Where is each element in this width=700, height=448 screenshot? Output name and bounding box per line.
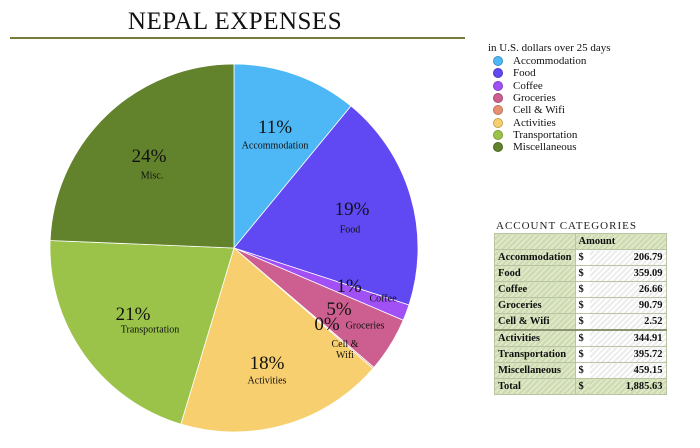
legend-label: Miscellaneous (513, 141, 577, 154)
slice-name-label: Activities (247, 375, 287, 387)
legend-label: Coffee (513, 79, 543, 92)
legend-item: Food (488, 67, 611, 79)
slice-name-label: Cell & Wifi (331, 339, 359, 361)
slice-name-label: Groceries (345, 320, 385, 332)
table-row: Activities $344.91 (494, 329, 667, 347)
title-divider (10, 37, 465, 39)
legend-swatch (493, 68, 503, 79)
table-row: Miscellaneous $459.15 (494, 362, 667, 379)
currency-sign: $ (574, 281, 590, 298)
currency-sign: $ (574, 362, 590, 379)
legend-subtitle: in U.S. dollars over 25 days (488, 42, 611, 54)
row-value: 2.52 (589, 313, 667, 331)
legend-item: Groceries (488, 92, 611, 104)
slice-percent-label: 1% (336, 276, 362, 297)
header-amount: Amount (574, 233, 667, 250)
pie-slice-5 (180, 247, 374, 433)
legend-label: Transportation (513, 128, 578, 141)
legend-item: Activities (488, 116, 611, 129)
currency-sign: $ (574, 313, 590, 331)
pie-slice-1 (233, 105, 419, 306)
slice-percent-label: 0% (314, 314, 340, 335)
currency-sign: $ (574, 297, 590, 314)
pie-slice-0 (233, 63, 352, 250)
slice-percent-label: 19% (334, 199, 370, 220)
row-label: Activities (494, 329, 576, 347)
pie-slice-7 (49, 63, 235, 249)
currency-sign: $ (574, 329, 590, 347)
legend-swatch (493, 93, 503, 104)
row-value: 90.79 (589, 297, 667, 314)
slice-percent-label: 18% (249, 353, 285, 374)
legend-label: Food (513, 67, 536, 80)
slice-name-label: Transportation (120, 324, 180, 336)
legend-label: Cell & Wifi (513, 104, 565, 117)
currency-sign: $ (574, 378, 590, 395)
row-label: Groceries (494, 297, 576, 314)
slice-percent-label: 24% (131, 146, 167, 167)
pie-slice-6 (49, 240, 235, 425)
table-row: Transportation $395.72 (494, 346, 667, 363)
currency-sign: $ (574, 265, 590, 282)
currency-sign: $ (574, 249, 590, 266)
legend-swatch (493, 56, 503, 67)
row-value: 26.66 (589, 281, 667, 298)
row-value: 459.15 (589, 362, 667, 379)
row-value: 344.91 (589, 329, 667, 347)
header-blank (494, 233, 576, 250)
legend-item: Accommodation (488, 55, 611, 67)
total-value: 1,885.63 (589, 378, 667, 395)
total-row: Total $1,885.63 (494, 378, 667, 395)
row-label: Food (494, 265, 576, 282)
table-row: Groceries $90.79 (494, 297, 667, 314)
legend-swatch (493, 142, 503, 153)
chart-title: NEPAL EXPENSES (127, 8, 343, 35)
row-label: Coffee (494, 281, 576, 298)
slice-name-label: Misc. (140, 170, 164, 182)
legend-item: Coffee (488, 80, 611, 92)
legend-item: Transportation (488, 129, 611, 141)
slice-name-label: Food (339, 224, 361, 236)
legend-swatch (493, 80, 503, 91)
legend-swatch (493, 117, 503, 128)
legend-label: Accommodation (513, 55, 587, 68)
total-label: Total (494, 378, 576, 395)
legend-label: Activities (513, 116, 556, 129)
legend-item: Miscellaneous (488, 141, 611, 153)
row-label: Accommodation (494, 249, 576, 266)
slice-percent-label: 21% (115, 304, 151, 325)
account-table: Amount Accommodation $206.79 Food $359.09 Co… (494, 233, 667, 395)
legend: in U.S. dollars over 25 days Accommodati… (488, 42, 611, 153)
legend-swatch (493, 129, 503, 140)
slice-percent-label: 5% (326, 299, 352, 320)
legend-label: Groceries (513, 92, 556, 105)
row-value: 206.79 (589, 249, 667, 266)
row-label: Transportation (494, 346, 576, 363)
slice-name-label: Accommodation (241, 140, 309, 152)
row-value: 395.72 (589, 346, 667, 363)
row-label: Cell & Wifi (494, 313, 576, 331)
slice-name-label: Coffee (369, 293, 397, 305)
table-title: ACCOUNT CATEGORIES (496, 220, 637, 232)
row-value: 359.09 (589, 265, 667, 282)
legend-swatch (493, 105, 503, 116)
legend-item: Cell & Wifi (488, 104, 611, 116)
table-row: Coffee $26.66 (494, 281, 667, 298)
currency-sign: $ (574, 346, 590, 363)
table-row: Accommodation $206.79 (494, 249, 667, 266)
pie-chart (49, 63, 419, 433)
table-row: Food $359.09 (494, 265, 667, 282)
slice-percent-label: 11% (257, 117, 293, 138)
table-row: Cell & Wifi $2.52 (494, 313, 667, 331)
row-label: Miscellaneous (494, 362, 576, 379)
